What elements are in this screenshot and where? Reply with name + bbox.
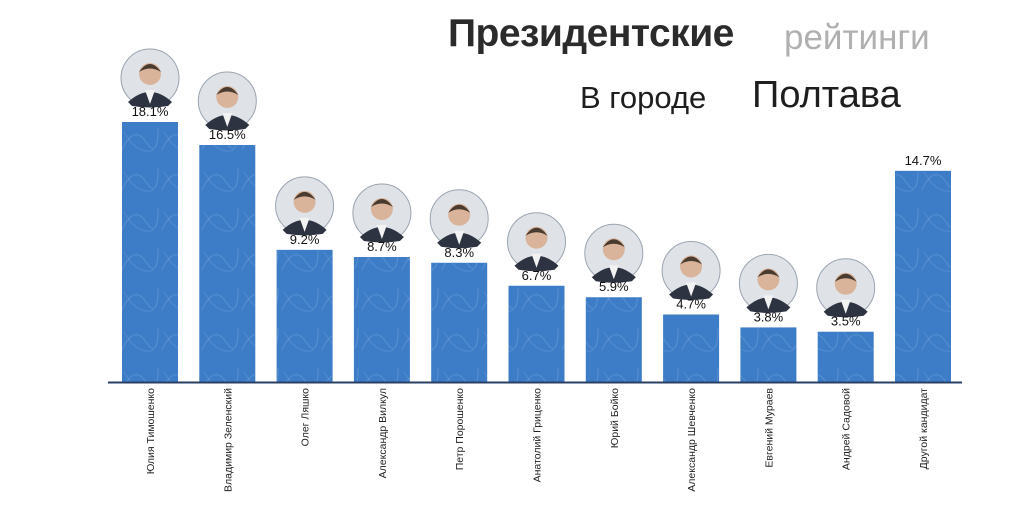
category-label: Юрий Бойко [609,388,621,448]
category-label: Юлия Тимошенко [145,388,157,474]
bar-texture [508,285,565,382]
portrait-photo-icon [738,253,798,313]
bar-texture [122,122,178,382]
category-label: Александр Шевченко [686,388,698,492]
chart-title-bold: Президентские [448,12,734,55]
bar-texture [740,327,797,382]
bar-texture [199,144,256,382]
value-label: 3.5% [831,314,861,329]
bar-texture [431,262,488,382]
value-label: 6.7% [522,268,552,283]
value-label: 5.9% [599,279,629,294]
portrait-photo-icon [507,212,566,272]
category-label: Петр Порошенко [454,388,466,470]
portrait-photo-icon [429,189,489,249]
chart-subtitle-prefix: В городе [580,80,707,115]
category-label: Александр Вилкул [377,388,389,478]
portrait-photo-icon [275,176,335,236]
bar-texture [276,249,333,382]
value-label: 18.1% [132,104,169,119]
bar-texture [895,170,951,382]
portrait-photo-icon [197,71,257,131]
category-labels-layer: Юлия Тимошенко Владимир Зеленский Олег Ляш… [145,388,930,492]
value-label: 3.8% [754,309,784,324]
category-label: Владимир Зеленский [222,388,234,492]
bar-texture [817,331,874,382]
category-label: Анатолий Гриценко [532,388,544,483]
bar-texture [663,314,720,382]
chart-title-light: рейтинги [784,18,930,57]
bars-layer [122,122,951,382]
value-label: 8.7% [367,239,397,254]
bar-texture [585,297,642,382]
value-label: 16.5% [209,127,246,142]
category-label: Другой кандидат [918,388,930,469]
value-label: 4.7% [676,296,706,311]
portrait-photo-icon [816,258,876,318]
category-label: Евгений Мураев [763,388,775,468]
portrait-photo-icon [584,223,644,283]
portrait-photo-icon [352,183,412,243]
portrait-photo-icon [120,48,180,108]
value-label: 14.7% [905,153,942,168]
avatars-layer [120,48,876,318]
category-label: Олег Ляшко [300,388,312,446]
chart-subtitle-city: Полтава [752,74,901,116]
category-label: Андрей Садовой [841,388,853,470]
value-label: 8.3% [444,245,474,260]
portrait-photo-icon [661,240,721,300]
value-label: 9.2% [290,232,320,247]
bar-texture [353,257,410,382]
value-labels-layer: 18.1% 16.5% 9.2% 8.7% 8.3% 6.7% 5.9% 4.7% 3.8% 3.… [132,104,942,329]
